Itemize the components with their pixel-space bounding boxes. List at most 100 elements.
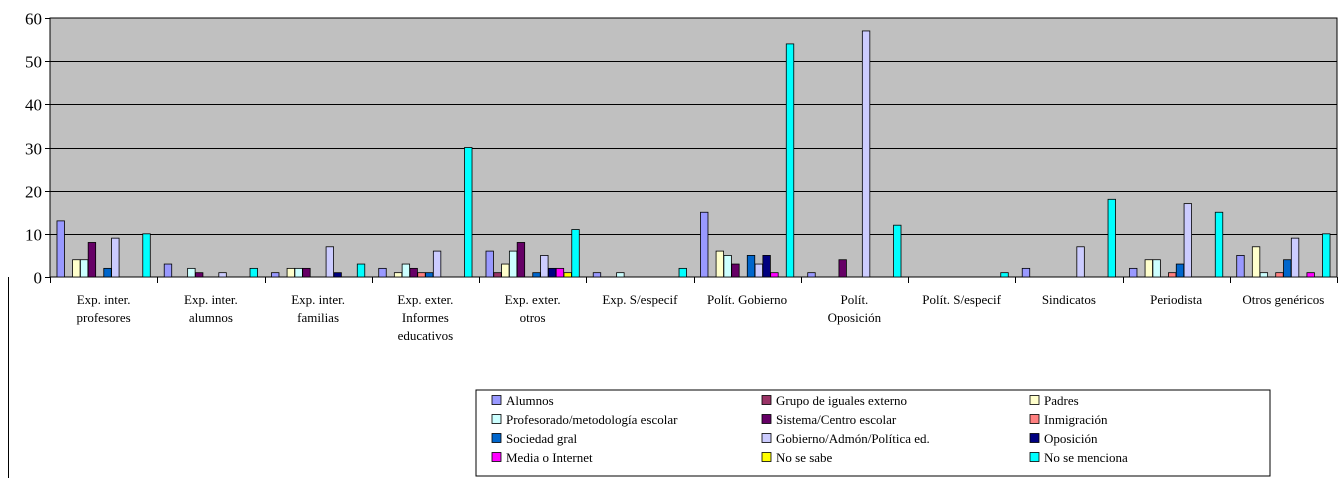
bar (1322, 233, 1331, 278)
x-tick-label: profesores (77, 310, 131, 325)
x-tick-label: alumnos (189, 310, 233, 325)
x-tick-label: Periodista (1150, 292, 1202, 307)
bar (1175, 263, 1185, 278)
bar (333, 272, 342, 278)
x-tick-label: Polít. S/especif (922, 292, 1001, 307)
bar (838, 259, 847, 278)
legend-box (475, 389, 1271, 477)
bar (532, 272, 541, 278)
bar (103, 267, 112, 278)
legend-swatch (761, 395, 772, 405)
legend-swatch (491, 414, 502, 424)
legend-swatch (1029, 452, 1040, 462)
y-tick-label: 30 (25, 140, 42, 159)
bar (555, 267, 565, 278)
bar (616, 272, 625, 278)
plot-area (49, 17, 1338, 278)
bar (409, 267, 418, 278)
legend-label: Profesorado/metodología escolar (506, 412, 678, 427)
legend-swatch (1029, 395, 1040, 405)
bar (271, 272, 280, 278)
bar (1283, 259, 1292, 278)
bar (401, 263, 411, 278)
bar (563, 272, 572, 278)
legend-label: No se menciona (1044, 450, 1128, 465)
bar (485, 250, 494, 278)
bar (1306, 272, 1315, 278)
legend: Alumnos Grupo de iguales externo Padres Pro… (491, 393, 1128, 465)
x-tick-label: Exp. exter. (505, 292, 561, 307)
bar (302, 267, 311, 278)
legend-entry: Sociedad gral (491, 431, 578, 446)
legend-label: No se sabe (776, 450, 833, 465)
bar (1076, 246, 1085, 278)
bar (417, 272, 426, 278)
x-tick-label: Otros genéricos (1242, 292, 1324, 307)
legend-label: Sociedad gral (506, 431, 578, 446)
legend-entry: No se sabe (761, 450, 833, 465)
bar (111, 237, 120, 278)
bar (762, 255, 771, 278)
legend-swatch (1029, 414, 1040, 424)
legend-label: Inmigración (1044, 412, 1108, 427)
bar (715, 250, 724, 278)
legend-swatch (761, 433, 772, 443)
legend-entry: Media o Internet (491, 450, 593, 465)
bar (516, 242, 526, 278)
legend-label: Gobierno/Admón/Política ed. (776, 431, 930, 446)
x-tick-label: Exp. inter. (291, 292, 345, 307)
bar (785, 43, 795, 278)
bar (378, 267, 387, 278)
bar (1000, 272, 1009, 278)
bar (1021, 267, 1031, 278)
legend-swatch (1029, 433, 1040, 443)
bar (1251, 246, 1261, 278)
legend-entry: Alumnos (491, 393, 554, 408)
x-tick-label: Sindicatos (1042, 292, 1096, 307)
legend-entry: Padres (1029, 393, 1079, 408)
bar (72, 259, 81, 278)
bar (893, 224, 902, 278)
bar (723, 255, 732, 278)
bar (1152, 259, 1161, 278)
bar (592, 272, 602, 278)
y-tick-label: 20 (25, 183, 42, 202)
bar (770, 272, 779, 278)
bar (1290, 237, 1300, 278)
legend-swatch (761, 452, 772, 462)
bar (1275, 272, 1284, 278)
bar (508, 250, 518, 278)
legend-label: Padres (1044, 393, 1079, 408)
bar (294, 267, 303, 278)
bar (432, 250, 442, 278)
legend-entry: Profesorado/metodología escolar (491, 412, 678, 427)
bar (746, 255, 756, 278)
x-tick-label: Oposición (828, 310, 882, 325)
x-tick-label: otros (520, 310, 546, 325)
bar (356, 263, 366, 278)
legend-entry: Sistema/Centro escolar (761, 412, 897, 427)
legend-label: Media o Internet (506, 450, 593, 465)
bar (501, 263, 510, 278)
bar (218, 272, 227, 278)
y-tick-label: 10 (25, 226, 42, 245)
x-tick-label: Exp. inter. (77, 292, 131, 307)
bar (1183, 203, 1192, 278)
legend-entry: Oposición (1029, 431, 1098, 446)
y-tick-label: 40 (25, 96, 42, 115)
bar (286, 267, 295, 278)
bar (1214, 211, 1224, 278)
bar (56, 220, 65, 278)
bar (754, 263, 763, 278)
y-tick-label: 0 (34, 269, 43, 288)
legend-label: Grupo de iguales externo (776, 393, 907, 408)
legend-swatch (491, 395, 502, 405)
bar (142, 233, 151, 278)
legend-entry: Grupo de iguales externo (761, 393, 907, 408)
bar (195, 272, 204, 278)
gridlines (50, 61, 1337, 235)
x-tick-label: Polít. Gobierno (707, 292, 787, 307)
legend-label: Oposición (1044, 431, 1098, 446)
legend-swatch (491, 433, 502, 443)
